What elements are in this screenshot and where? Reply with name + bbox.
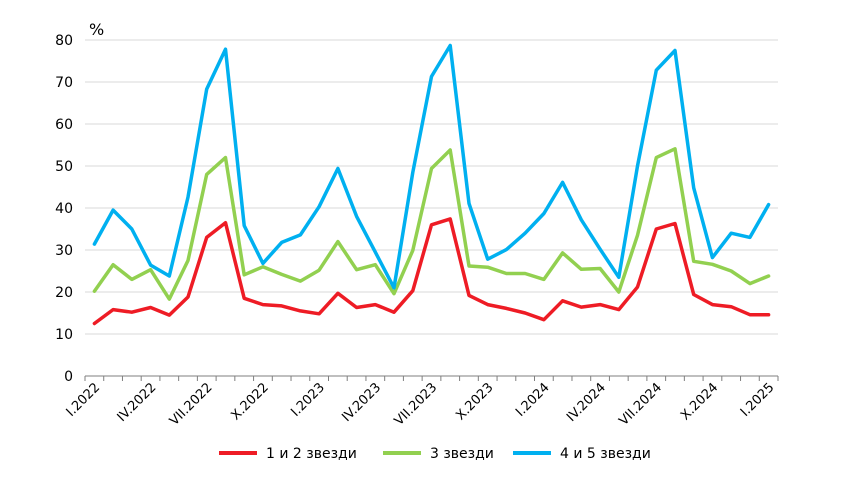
legend-item: 4 и 5 звезди	[513, 446, 651, 462]
x-tick-label: IV.2024	[564, 380, 609, 425]
y-tick-label: 80	[55, 33, 73, 49]
y-tick-label: 0	[64, 369, 73, 385]
legend-label: 3 звезди	[430, 446, 494, 462]
x-tick-label: I.2023	[288, 380, 328, 420]
series-line-2	[92, 147, 771, 301]
y-tick-label: 40	[55, 201, 73, 217]
x-tick-label: IV.2022	[115, 380, 160, 425]
y-tick-label: 70	[55, 75, 73, 91]
x-tick-label: X.2023	[453, 380, 496, 423]
y-tick-label: 30	[55, 243, 73, 259]
x-tick-label: VII.2022	[167, 380, 216, 429]
x-tick-label: I.2025	[738, 380, 778, 420]
y-tick-label: 50	[55, 159, 73, 175]
x-tick-label: I.2024	[513, 380, 553, 420]
x-tick-label: X.2022	[229, 380, 272, 423]
series-line-1	[92, 217, 771, 326]
x-tick-label: I.2022	[64, 380, 104, 420]
legend-item: 3 звезди	[383, 446, 494, 462]
x-tick-label: VII.2023	[392, 380, 441, 429]
series-line-3	[92, 43, 771, 290]
y-tick-label: 60	[55, 117, 73, 133]
y-axis-label: %	[89, 20, 104, 39]
x-axis: I.2022 IV.2022 VII.2022 X.2022 I.2023 IV.2023…	[64, 375, 779, 429]
y-axis: 0 10 20 30 40 50 60 70 80	[55, 33, 73, 385]
legend-label: 4 и 5 звезди	[560, 446, 651, 462]
legend-label: 1 и 2 звезди	[266, 446, 357, 462]
x-tick-label: IV.2023	[339, 380, 384, 425]
y-tick-label: 10	[55, 327, 73, 343]
series-lines	[92, 43, 771, 326]
x-tick-label: VII.2024	[616, 380, 665, 429]
legend-item: 1 и 2 звезди	[219, 446, 357, 462]
x-tick-label: X.2024	[678, 380, 721, 423]
y-tick-label: 20	[55, 285, 73, 301]
legend: 1 и 2 звезди 3 звезди 4 и 5 звезди	[219, 446, 651, 462]
